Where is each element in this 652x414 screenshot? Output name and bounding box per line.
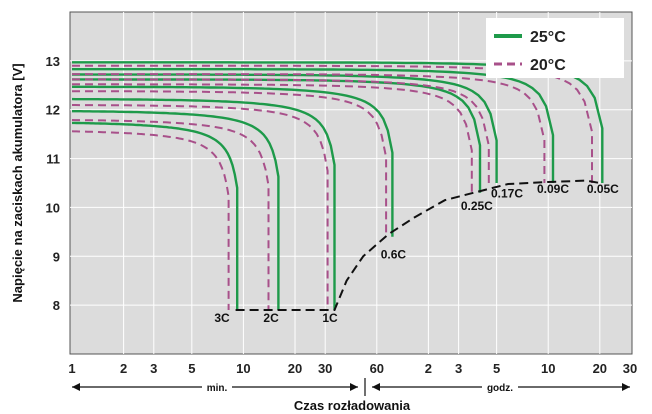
x-tick-label: 2: [120, 361, 127, 376]
min-range-label: min.: [207, 383, 228, 394]
y-tick-label: 8: [53, 298, 60, 313]
x-axis-ticks: 1 2 3 5 10 20 30 60 2 3 5 10 20 30: [68, 361, 637, 376]
x-axis-title: Czas rozładowania: [294, 398, 411, 413]
series-line-1C-20c: [72, 104, 329, 310]
x-tick-label: 30: [318, 361, 332, 376]
rate-label: 0.17C: [491, 187, 523, 201]
series-line-1C-25c: [71, 97, 336, 310]
legend: 25°C 20°C: [486, 18, 624, 78]
godz-arrow-right-head: [622, 383, 630, 391]
min-arrow-right-head: [350, 383, 358, 391]
rate-label: 0.6C: [381, 248, 407, 262]
x-tick-label: 20: [593, 361, 607, 376]
series-line-009C-25c: [72, 68, 555, 183]
y-tick-label: 9: [53, 249, 60, 264]
y-tick-label: 10: [46, 200, 60, 215]
x-tick-label: 5: [188, 361, 195, 376]
legend-label-25c: 25°C: [530, 29, 566, 46]
rate-label: 1C: [322, 311, 338, 325]
y-tick-label: 12: [46, 103, 60, 118]
rate-label: 0.05C: [587, 182, 619, 196]
series-line-2C-25c: [72, 110, 280, 310]
series-group: [71, 61, 604, 310]
series-line-009C-20c: [72, 73, 546, 183]
x-tick-label: 2: [425, 361, 432, 376]
godz-range-label: godz.: [487, 383, 513, 394]
x-tick-label: 10: [541, 361, 555, 376]
x-range-arrows: min. godz.: [72, 378, 630, 396]
series-line-06C-25c: [72, 85, 394, 237]
rate-label: 2C: [263, 311, 279, 325]
series-line-025C-20c: [72, 83, 473, 193]
min-arrow-left-head: [72, 383, 80, 391]
y-tick-label: 13: [46, 54, 60, 69]
x-tick-label: 5: [493, 361, 500, 376]
legend-box: [486, 18, 624, 78]
series-line-3C-20c: [71, 130, 230, 310]
series-line-06C-20c: [72, 90, 388, 237]
y-tick-label: 11: [46, 152, 60, 167]
x-tick-label: 3: [150, 361, 157, 376]
series-line-3C-25c: [72, 121, 239, 310]
rate-label: 3C: [214, 311, 230, 325]
cutoff-group: [235, 179, 600, 311]
x-tick-label: 20: [288, 361, 302, 376]
x-tick-label: 30: [623, 361, 637, 376]
rate-label: 0.25C: [461, 199, 493, 213]
x-tick-label: 60: [370, 361, 384, 376]
x-tick-label: 1: [68, 361, 75, 376]
rate-label: 0.09C: [537, 182, 569, 196]
y-axis-ticks: 8 9 10 11 12 13: [46, 54, 60, 313]
x-tick-label: 3: [455, 361, 462, 376]
legend-label-20c: 20°C: [530, 57, 566, 74]
godz-arrow-left-head: [372, 383, 380, 391]
series-line-017C-20c: [72, 78, 490, 183]
y-axis-title: Napięcie na zaciskach akumulatora [V]: [10, 63, 25, 302]
series-line-2C-20c: [71, 119, 270, 310]
x-tick-label: 10: [236, 361, 250, 376]
cutoff-curve: [235, 179, 600, 311]
min-label-bg: [202, 381, 232, 393]
series-line-005C-20c: [72, 64, 593, 183]
godz-label-bg: [482, 381, 518, 393]
